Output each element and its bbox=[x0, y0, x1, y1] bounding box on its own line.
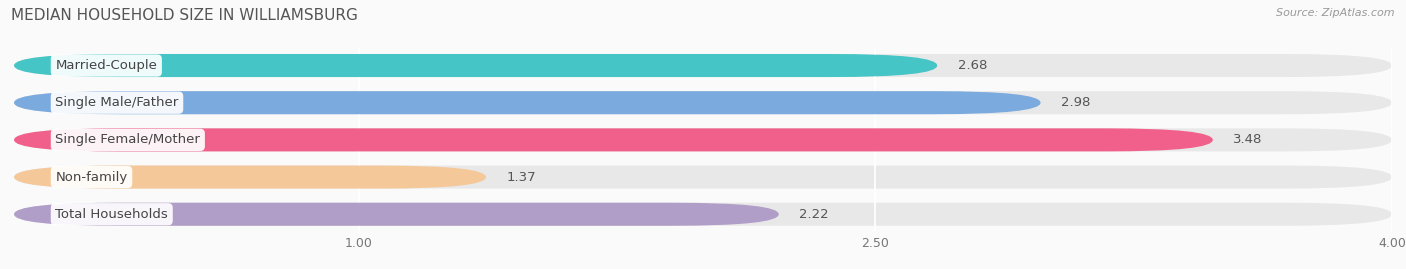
Text: 2.68: 2.68 bbox=[957, 59, 987, 72]
Text: MEDIAN HOUSEHOLD SIZE IN WILLIAMSBURG: MEDIAN HOUSEHOLD SIZE IN WILLIAMSBURG bbox=[11, 8, 359, 23]
FancyBboxPatch shape bbox=[14, 91, 1040, 114]
Text: Source: ZipAtlas.com: Source: ZipAtlas.com bbox=[1277, 8, 1395, 18]
Text: 3.48: 3.48 bbox=[1233, 133, 1263, 146]
Text: 2.98: 2.98 bbox=[1062, 96, 1091, 109]
FancyBboxPatch shape bbox=[14, 203, 1392, 226]
FancyBboxPatch shape bbox=[14, 128, 1392, 151]
FancyBboxPatch shape bbox=[14, 165, 486, 189]
Text: 1.37: 1.37 bbox=[506, 171, 536, 183]
Text: Married-Couple: Married-Couple bbox=[55, 59, 157, 72]
FancyBboxPatch shape bbox=[14, 203, 779, 226]
FancyBboxPatch shape bbox=[14, 54, 1392, 77]
Text: Total Households: Total Households bbox=[55, 208, 169, 221]
FancyBboxPatch shape bbox=[14, 54, 938, 77]
Text: Non-family: Non-family bbox=[55, 171, 128, 183]
Text: 2.22: 2.22 bbox=[800, 208, 830, 221]
FancyBboxPatch shape bbox=[14, 165, 1392, 189]
FancyBboxPatch shape bbox=[14, 128, 1213, 151]
FancyBboxPatch shape bbox=[14, 91, 1392, 114]
Text: Single Female/Mother: Single Female/Mother bbox=[55, 133, 200, 146]
Text: Single Male/Father: Single Male/Father bbox=[55, 96, 179, 109]
